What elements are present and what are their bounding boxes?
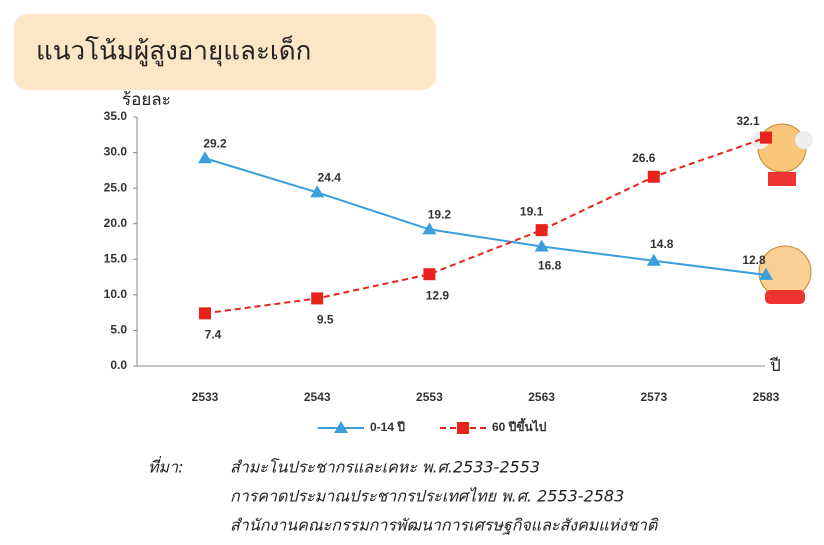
data-label: 32.1	[736, 114, 760, 128]
marker	[535, 224, 548, 237]
chart-title: แนวโน้มผู้สูงอายุและเด็ก	[36, 35, 311, 67]
x-tick-label: 2543	[304, 390, 331, 404]
series-line	[204, 136, 767, 315]
x-tick-label: 2533	[192, 390, 219, 404]
data-label: 19.1	[520, 204, 544, 218]
y-tick-label: 0.0	[110, 358, 127, 372]
data-label: 19.2	[428, 208, 452, 222]
x-tick-label: 2563	[528, 390, 555, 404]
marker	[310, 185, 325, 198]
y-tick-label: 5.0	[110, 323, 127, 337]
source-line: การคาดประมาณประชากรประเทศไทย พ.ศ. 2553-2…	[230, 487, 624, 506]
x-tick-label: 2583	[753, 390, 780, 404]
marker	[423, 268, 436, 281]
y-tick-label: 30.0	[104, 145, 128, 159]
legend-marker	[457, 422, 469, 434]
title-box	[14, 14, 436, 90]
marker	[759, 267, 773, 280]
source-line: สำมะโนประชากรและเคหะ พ.ศ.2533-2553	[230, 458, 540, 477]
x-axis-label: ปี	[769, 356, 781, 376]
data-label: 7.4	[205, 328, 222, 342]
marker	[647, 170, 660, 183]
marker	[760, 131, 772, 144]
data-label: 26.6	[632, 151, 656, 165]
y-tick-label: 25.0	[104, 180, 128, 194]
data-label: 12.8	[742, 253, 766, 267]
legend-label: 60 ปีขึ้นไป	[492, 417, 547, 434]
data-label: 14.8	[650, 237, 674, 251]
baby-icon	[758, 245, 812, 304]
x-tick-label: 2553	[416, 390, 443, 404]
data-label: 29.2	[203, 136, 227, 150]
marker	[198, 151, 212, 164]
data-label: 16.8	[538, 259, 562, 273]
marker	[311, 292, 324, 305]
y-axis-label: ร้อยละ	[122, 90, 171, 110]
y-tick-label: 15.0	[104, 251, 128, 265]
y-tick-label: 35.0	[104, 109, 128, 123]
y-tick-label: 20.0	[104, 216, 128, 230]
marker	[534, 239, 549, 252]
legend-label: 0-14 ปี	[370, 420, 405, 434]
marker	[646, 253, 661, 266]
x-tick-label: 2573	[640, 390, 667, 404]
marker	[199, 307, 211, 320]
data-label: 24.4	[318, 171, 342, 185]
data-label: 12.9	[426, 288, 450, 302]
series-line	[204, 157, 767, 276]
y-tick-label: 10.0	[104, 287, 128, 301]
marker	[422, 222, 437, 235]
source-label: ที่มา:	[148, 456, 183, 477]
source-line: สำนักงานคณะกรรมการพัฒนาการเศรษฐกิจและสัง…	[230, 516, 659, 536]
legend-marker	[334, 421, 348, 433]
data-label: 9.5	[317, 313, 334, 327]
